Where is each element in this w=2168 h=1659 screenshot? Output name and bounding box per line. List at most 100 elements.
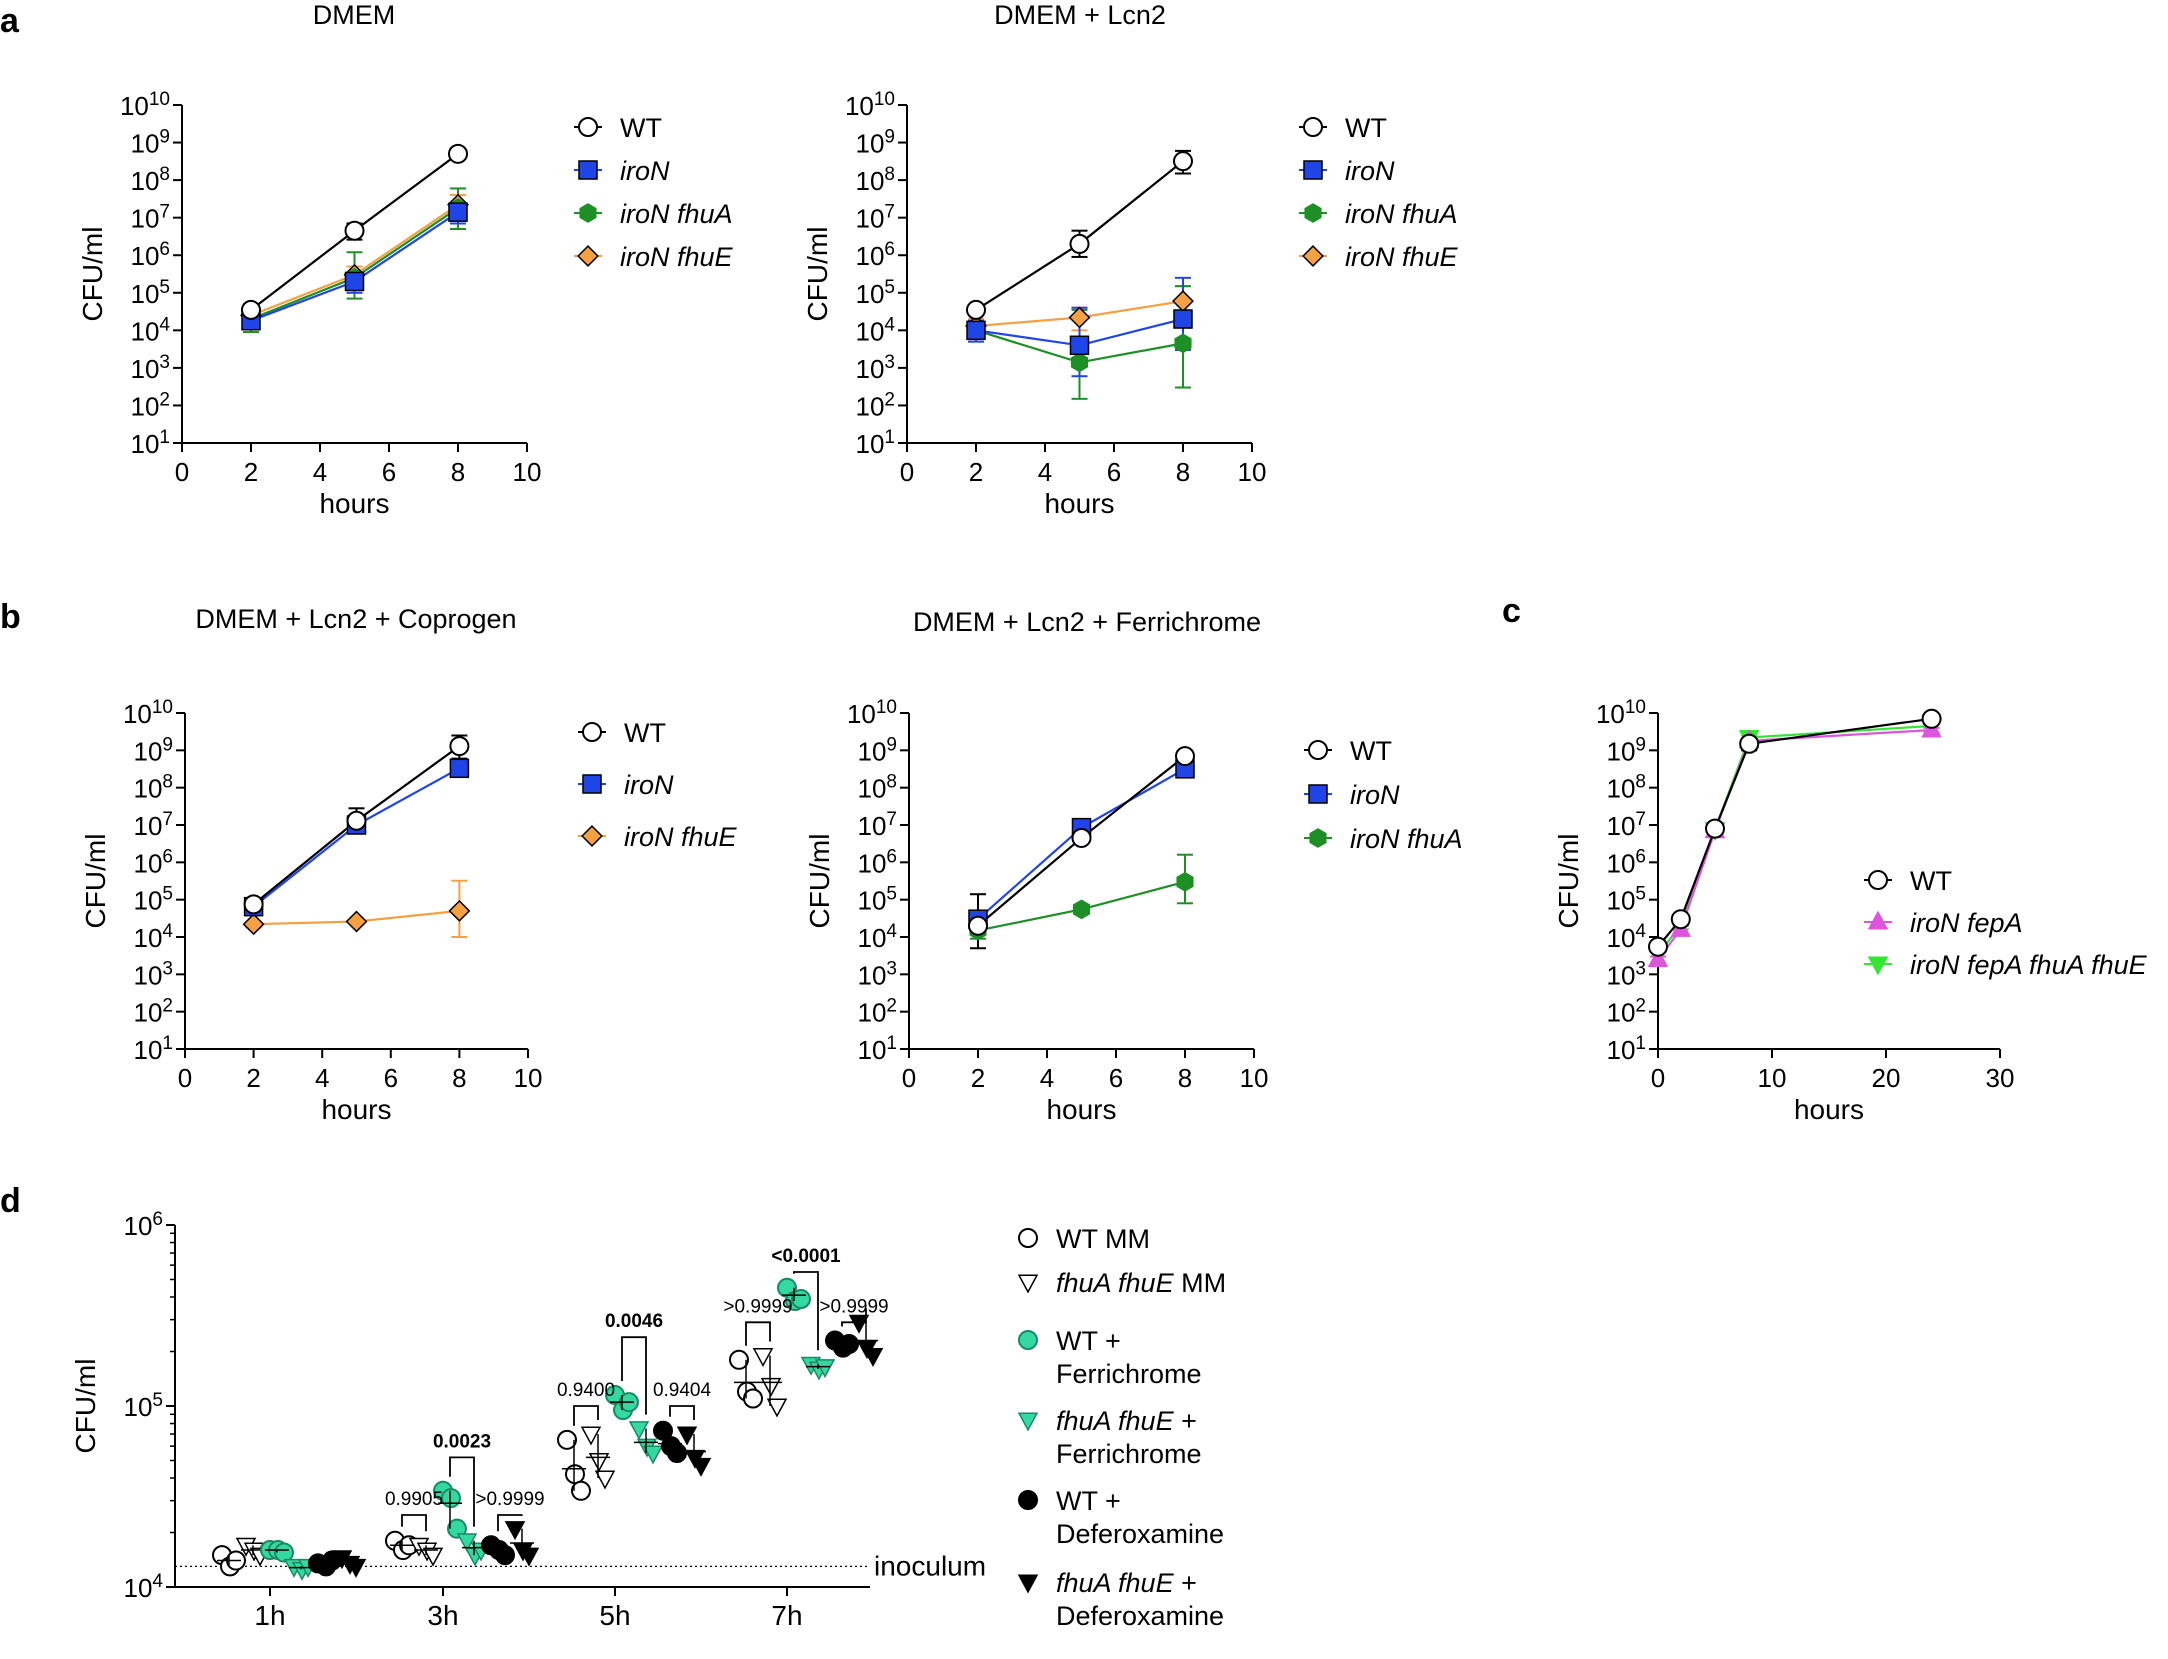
y-tick-label: 105 <box>858 883 898 916</box>
panel-a-dmem: DMEM 101 102 103 104 105 106 107 108 109 1010 0 2 4 6 8… <box>77 0 734 519</box>
legend-marker-wt <box>1868 870 1888 890</box>
y-tick-label: 102 <box>134 995 174 1028</box>
legend-label-iroN: iroN <box>1345 156 1395 186</box>
data-point-fhuE <box>1068 306 1091 329</box>
scatter-point-fhu_mm <box>580 1426 602 1446</box>
scatter-point-fhu_mm <box>766 1398 788 1418</box>
scatter-point-wt_fc <box>441 1488 461 1509</box>
y-tick-label: 101 <box>131 427 171 460</box>
legend-label-wt: WT <box>620 113 662 143</box>
data-point-iroN <box>448 202 468 222</box>
x-tick-label: 7h <box>771 1600 802 1631</box>
legend-label-fhu_fc: Ferrichrome <box>1056 1439 1202 1469</box>
data-point-iroN <box>344 271 365 292</box>
x-tick-label: 4 <box>1038 457 1052 487</box>
x-tick-label: 8 <box>1176 457 1190 487</box>
y-tick-label: 105 <box>124 1390 164 1423</box>
scatter-point-fhu_mm <box>760 1377 782 1397</box>
x-tick-label: 0 <box>1651 1063 1665 1093</box>
legend-marker-wt <box>582 722 602 742</box>
y-tick-label: 108 <box>131 164 171 197</box>
data-point-iroN <box>966 320 986 341</box>
x-tick-label: 2 <box>244 457 258 487</box>
legend-marker-iroN <box>1303 160 1323 180</box>
legend-marker-fhu_dfo <box>1017 1574 1039 1594</box>
p-value-label: 0.0046 <box>605 1311 663 1332</box>
y-tick-label: 106 <box>134 846 174 879</box>
p-value-label: >0.9999 <box>475 1489 544 1510</box>
legend-marker-fepA <box>1867 910 1889 930</box>
scatter-point-wt_mm <box>743 1388 763 1409</box>
legend-label-iroN: iroN <box>1350 780 1400 810</box>
legend-label-fhuE: iroN fhuE <box>624 822 738 852</box>
scatter-point-wt_mm <box>729 1349 749 1370</box>
p-value-label: >0.9999 <box>819 1296 888 1317</box>
x-tick-label: 6 <box>384 1063 398 1093</box>
y-tick-label: 104 <box>134 921 174 954</box>
legend-label-wt: WT <box>1345 113 1387 143</box>
data-point-fhuE <box>448 899 471 922</box>
x-axis-label: hours <box>321 1094 391 1125</box>
legend-marker-wt_dfo <box>1018 1490 1038 1510</box>
x-tick-label: 10 <box>1758 1063 1787 1093</box>
data-point-wt <box>1739 733 1760 754</box>
legend-label-wt_dfo: WT + <box>1056 1486 1121 1516</box>
panel-b-ferrichrome: DMEM + Lcn2 + Ferrichrome101102103104105… <box>804 607 1463 1125</box>
y-tick-label: 109 <box>856 126 896 159</box>
legend-label-fepA: iroN fepA <box>1910 908 2023 938</box>
y-tick-label: 104 <box>124 1571 164 1604</box>
x-tick-label: 0 <box>178 1063 192 1093</box>
y-tick-label: 103 <box>134 958 174 991</box>
legend-label-fhuE: iroN fhuE <box>1345 242 1459 272</box>
x-tick-label: 6 <box>1109 1063 1123 1093</box>
x-tick-label: 6 <box>1107 457 1121 487</box>
data-point-fhuA <box>1176 871 1194 892</box>
y-tick-label: 1010 <box>123 697 173 730</box>
data-point-wt <box>344 220 365 241</box>
y-tick-label: 106 <box>856 239 896 272</box>
x-tick-label: 10 <box>514 1063 543 1093</box>
y-tick-label: 1010 <box>845 89 895 122</box>
legend-marker-wt <box>1303 117 1323 137</box>
y-tick-label: 106 <box>131 239 171 272</box>
legend-label-wt: WT <box>1350 736 1392 766</box>
y-tick-label: 108 <box>134 771 174 804</box>
p-value-label: 0.9404 <box>653 1380 712 1401</box>
y-axis-label: CFU/ml <box>70 1359 101 1454</box>
legend-marker-fhu_mm <box>1017 1274 1039 1294</box>
legend-label-wt_mm: WT MM <box>1056 1224 1150 1254</box>
x-tick-label: 6 <box>382 457 396 487</box>
panel-a-dmem-lcn2: DMEM + Lcn210110210310410510610710810910… <box>802 0 1459 519</box>
comparison-bracket <box>449 1456 475 1527</box>
scatter-point-fhu_dfo <box>345 1558 367 1578</box>
legend-marker-fhuA <box>579 203 597 223</box>
legend-label-fhu_fc: fhuA fhuE + <box>1056 1406 1197 1436</box>
data-point-wt <box>1069 233 1090 254</box>
y-tick-label: 105 <box>856 276 896 309</box>
scatter-point-wt_mm <box>557 1429 577 1450</box>
data-point-fhuE <box>345 910 368 933</box>
y-tick-label: 105 <box>134 883 174 916</box>
scatter-point-fhu_fc <box>456 1533 478 1553</box>
series-line-wt <box>1657 717 1932 948</box>
x-tick-label: 3h <box>427 1600 458 1631</box>
y-tick-label: 1010 <box>120 89 170 122</box>
panel-label-a: a <box>0 2 20 40</box>
x-axis-label: hours <box>1044 488 1114 519</box>
p-value-label: 0.9905 <box>385 1489 443 1510</box>
legend-marker-fhuA <box>1304 203 1322 223</box>
y-tick-label: 103 <box>1607 958 1647 991</box>
legend-label-fhu_mm: fhuA fhuE MM <box>1056 1268 1226 1298</box>
chart-title: DMEM + Lcn2 <box>994 0 1166 30</box>
scatter-point-fhu_mm <box>752 1348 774 1368</box>
y-tick-label: 107 <box>1607 809 1647 842</box>
x-tick-label: 10 <box>513 457 542 487</box>
comparison-bracket <box>841 1308 867 1327</box>
scatter-point-fhu_dfo <box>504 1521 526 1541</box>
y-axis-label: CFU/ml <box>804 834 835 929</box>
data-point-wt <box>449 736 470 757</box>
x-tick-label: 5h <box>599 1600 630 1631</box>
y-tick-label: 102 <box>858 995 898 1028</box>
data-point-fhuA <box>1072 899 1091 920</box>
comparison-bracket <box>621 1336 647 1415</box>
